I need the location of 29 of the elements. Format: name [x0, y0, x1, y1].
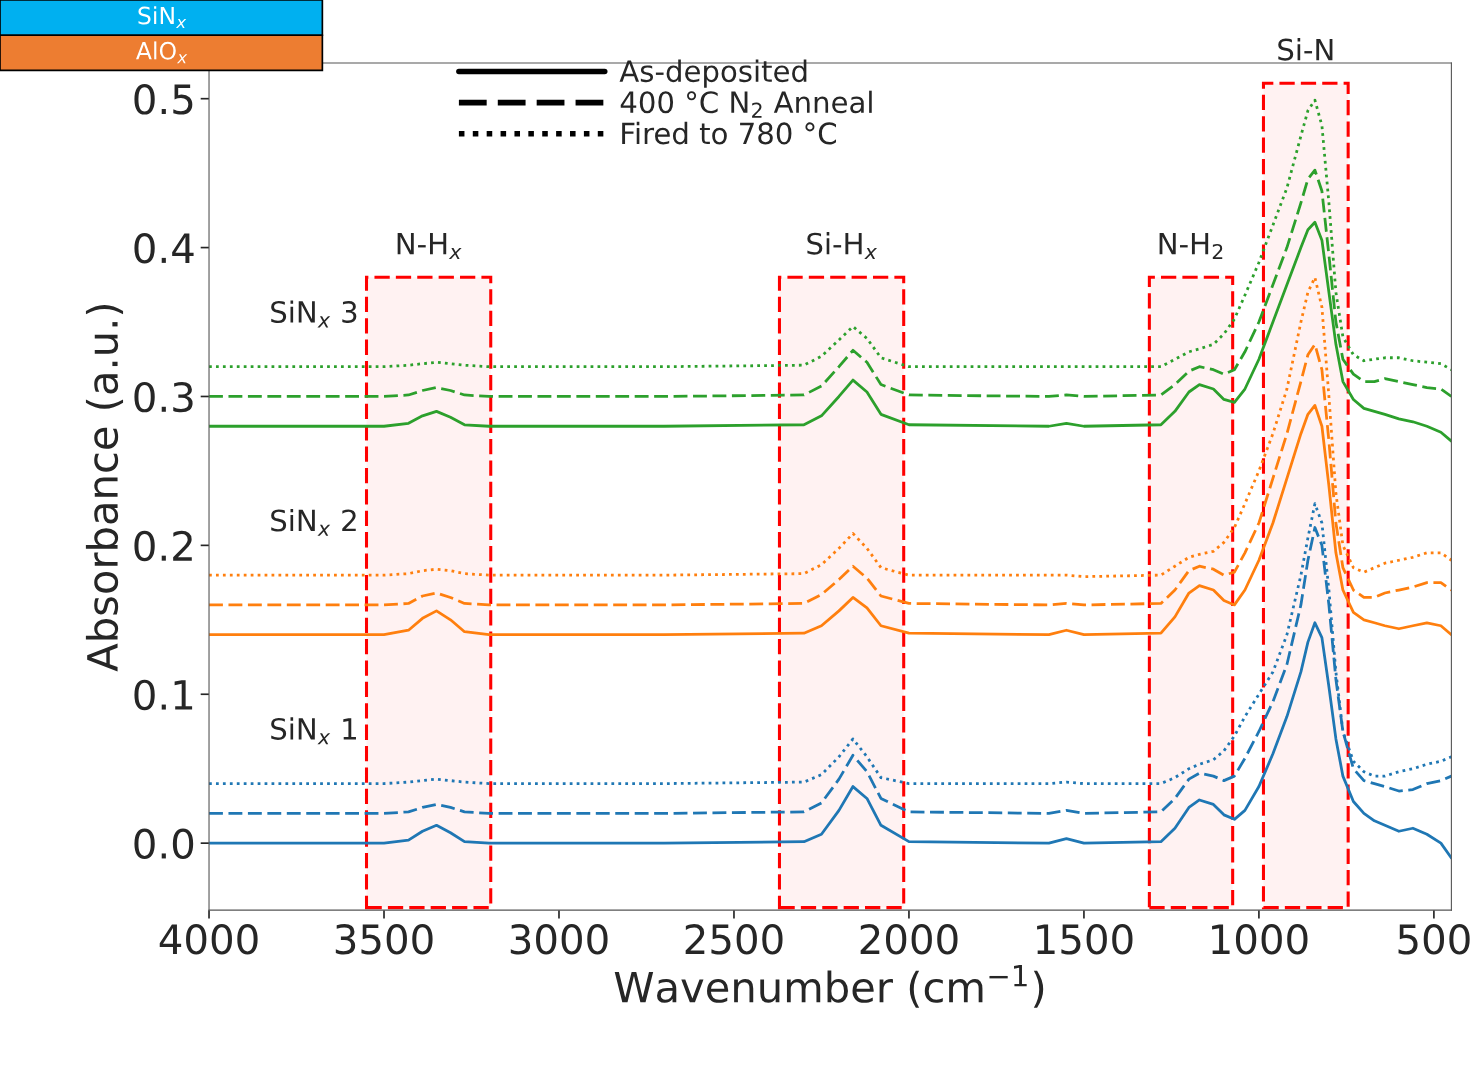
annotation: SiN$_{x}$ 2 — [271, 508, 356, 536]
y-tick-label: 0.1 — [134, 679, 193, 711]
y-tick-label: 0.4 — [134, 232, 194, 264]
x-tick-label: 2500 — [685, 924, 783, 955]
annotation: SiN$_{x}$ 3 — [271, 300, 357, 328]
y-tick-label: 0.2 — [134, 530, 192, 562]
band-label: N-H$_{x}$ — [397, 232, 462, 260]
x-axis-title: Wavenumber (cm$^{−1}$) — [614, 965, 1044, 1008]
y-axis-title: Absorbance (a.u.) — [85, 304, 124, 672]
line-series — [209, 621, 1452, 860]
annotation: Fired to 780 °C — [622, 121, 837, 145]
x-tick-label: 3500 — [335, 924, 433, 955]
text: AlO$_{x}$ — [136, 41, 188, 64]
y-tick-label: 0.0 — [134, 828, 194, 860]
y-tick-label: 0.5 — [134, 84, 193, 115]
x-tick-label: 1000 — [1212, 924, 1308, 955]
annotation: SiN$_{x}$ 1 — [271, 717, 356, 745]
band-label: Si-H$_{x}$ — [807, 232, 878, 260]
text: SiN$_{x}$ — [138, 6, 187, 28]
band-label: Si-N — [1278, 38, 1333, 61]
y-tick-label: 0.3 — [134, 381, 193, 413]
x-tick-label: 2000 — [860, 924, 958, 955]
annotation: 400 °C N$_{2}$ Anneal — [620, 90, 872, 118]
x-tick-label: 3000 — [510, 924, 608, 955]
x-tick-label: 4000 — [159, 924, 258, 955]
x-tick-label: 1500 — [1037, 924, 1133, 955]
x-tick-label: 500 — [1398, 924, 1470, 955]
band-label: N-H$_{2}$ — [1159, 232, 1223, 260]
annotation: As-deposited — [619, 59, 807, 88]
